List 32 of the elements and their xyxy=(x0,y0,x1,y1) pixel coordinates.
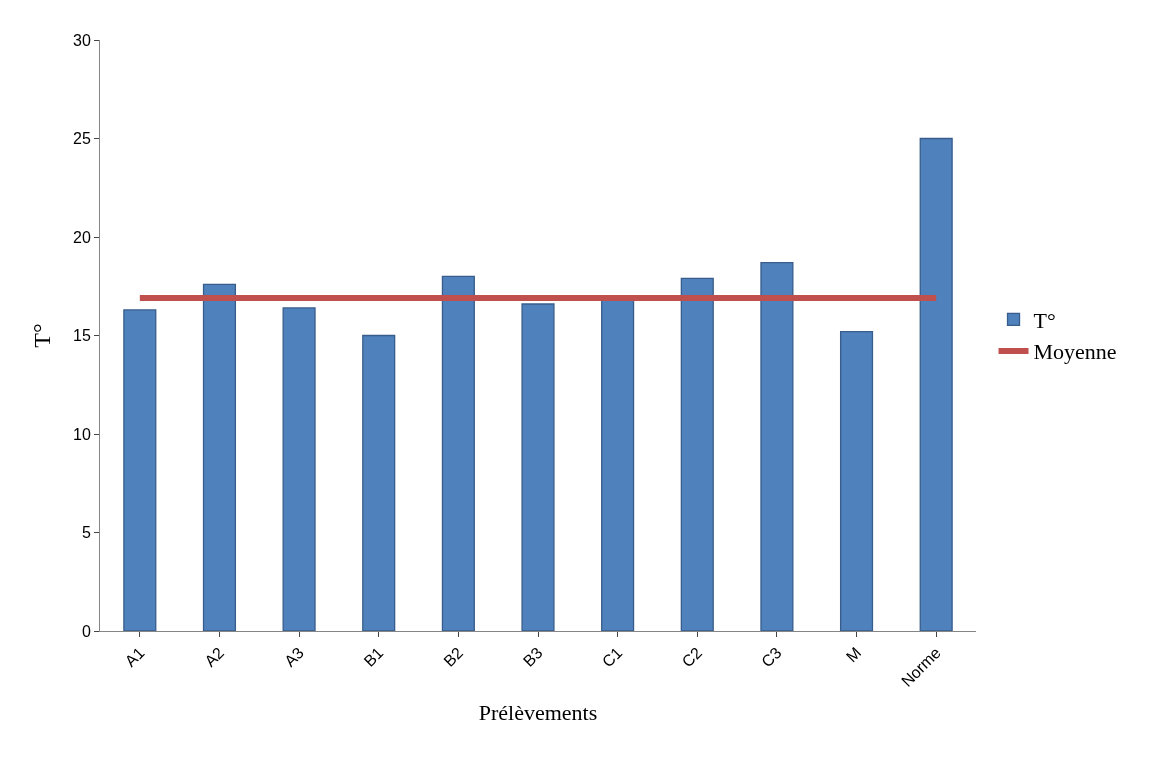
x-tick-label: C2 xyxy=(678,643,706,671)
x-tick-label: A1 xyxy=(121,643,148,670)
bar xyxy=(282,307,316,631)
x-tick-label: C1 xyxy=(598,643,626,671)
y-tick-label: 5 xyxy=(81,524,91,542)
legend-label: T° xyxy=(1033,307,1056,333)
y-axis-title: T° xyxy=(29,323,56,348)
x-tick-label: B1 xyxy=(360,643,387,670)
y-tick-label: 20 xyxy=(73,228,91,246)
bar xyxy=(123,309,157,631)
bar xyxy=(521,303,555,631)
y-tick-label: 15 xyxy=(73,327,91,345)
bar xyxy=(601,299,635,631)
bar xyxy=(760,261,794,631)
bar xyxy=(202,283,237,631)
bar xyxy=(839,330,874,631)
x-tick-label: B3 xyxy=(519,643,546,670)
bar xyxy=(441,275,475,631)
x-tick-label: A3 xyxy=(281,643,307,670)
x-tick-label: C3 xyxy=(758,643,785,671)
y-tick-label: 30 xyxy=(73,31,91,49)
bar xyxy=(362,334,396,631)
y-tick-label: 25 xyxy=(73,130,91,148)
x-tick-label: B2 xyxy=(440,643,467,670)
legend-label: Moyenne xyxy=(1033,339,1117,365)
x-tick-label: A2 xyxy=(201,643,228,670)
x-tick-label: M xyxy=(842,643,865,666)
bar xyxy=(919,137,953,631)
x-axis-title: Prélèvements xyxy=(478,699,598,725)
bar xyxy=(680,277,714,631)
y-tick-label: 10 xyxy=(73,425,91,443)
y-tick-label: 0 xyxy=(81,622,91,640)
